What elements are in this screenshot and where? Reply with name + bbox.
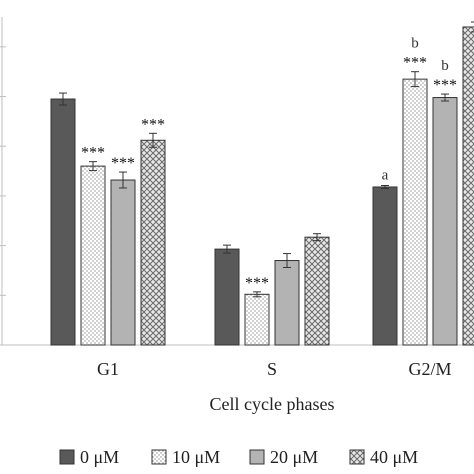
x-axis-title: Cell cycle phases xyxy=(210,394,335,414)
significance-stars: *** xyxy=(141,116,165,133)
bar-10μM-S xyxy=(244,293,270,346)
bar-10μM-G2M xyxy=(402,78,428,346)
bar-0μM-G2M xyxy=(372,186,398,346)
bar-20μM-G1 xyxy=(110,179,136,346)
group-letter: b xyxy=(441,58,449,74)
x-tick-label: G1 xyxy=(97,359,119,379)
bar-20μM-S xyxy=(274,260,300,346)
label-layer: G1 S G2/M *** *** *** *** *** *** a b b xyxy=(81,36,457,379)
bar-40μM-G2M xyxy=(462,26,474,346)
bar-20μM-G2M xyxy=(432,97,458,346)
legend-swatch xyxy=(151,449,167,465)
significance-stars: *** xyxy=(403,55,427,72)
bar-0μM-S xyxy=(214,248,240,346)
significance-stars: *** xyxy=(245,275,269,292)
legend-label: 20 μM xyxy=(270,447,318,467)
legend-label: 10 μM xyxy=(172,447,220,467)
significance-stars: *** xyxy=(111,155,135,172)
legend-label: 40 μM xyxy=(370,447,418,467)
legend: 0 μM 10 μM 20 μM 40 μM xyxy=(59,447,418,467)
bar-0μM-G1 xyxy=(50,98,76,346)
group-letter: a xyxy=(382,167,389,183)
bar-40μM-G1 xyxy=(140,139,166,346)
bar-40μM-S xyxy=(304,236,330,346)
legend-swatch xyxy=(59,449,75,465)
legend-swatch xyxy=(249,449,265,465)
significance-stars: *** xyxy=(81,145,105,162)
bar-10μM-G1 xyxy=(80,165,106,346)
significance-stars: *** xyxy=(433,77,457,94)
bar-layer xyxy=(50,21,474,346)
legend-label: 0 μM xyxy=(80,447,119,467)
x-tick-label: S xyxy=(267,359,277,379)
x-tick-label: G2/M xyxy=(408,359,451,379)
legend-swatch xyxy=(349,449,365,465)
group-letter: b xyxy=(411,36,419,52)
